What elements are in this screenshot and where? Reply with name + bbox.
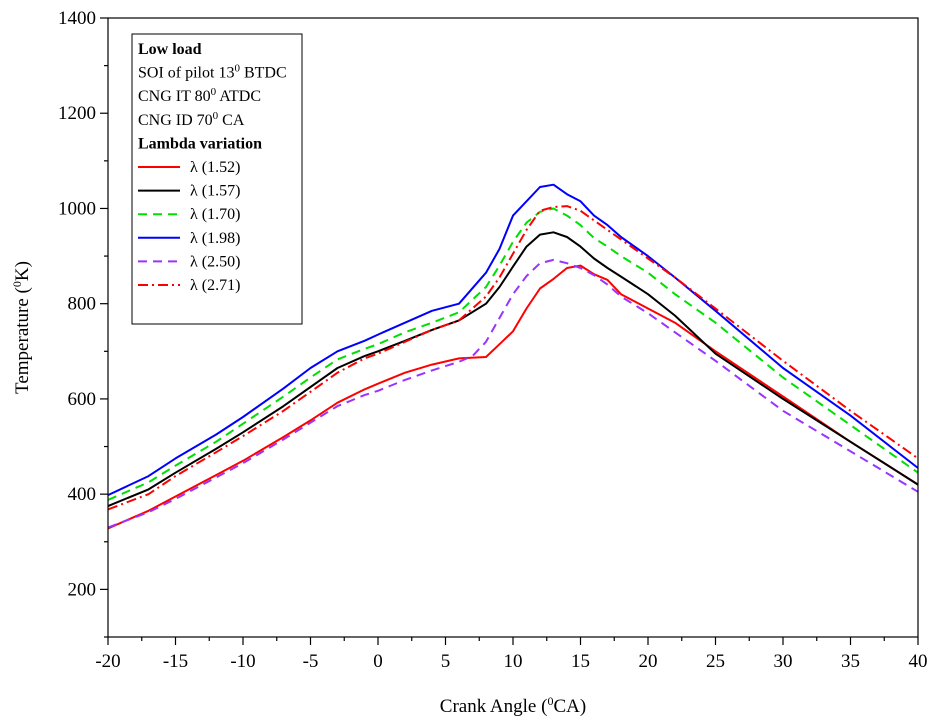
legend-entry-label: λ (1.52) (190, 159, 240, 176)
legend-info-line: CNG IT 800 ATDC (138, 86, 261, 105)
legend-entry-label: λ (1.98) (190, 230, 240, 247)
y-tick-label: 1000 (58, 198, 96, 219)
y-tick-label: 200 (68, 579, 97, 600)
x-tick-label: 15 (571, 651, 590, 672)
legend-entry-label: λ (1.70) (190, 206, 240, 223)
x-tick-label: 35 (841, 651, 860, 672)
x-axis-label: Crank Angle (0CA) (440, 694, 586, 717)
x-tick-label: -20 (95, 651, 120, 672)
y-tick-label: 600 (68, 389, 97, 410)
y-tick-label: 1400 (58, 8, 96, 29)
x-tick-label: 20 (639, 651, 658, 672)
legend-entry-label: λ (1.57) (190, 183, 240, 200)
series-line-4 (107, 183, 919, 497)
y-axis-label: Temperature (0K) (10, 261, 33, 394)
series-line-3 (107, 207, 919, 501)
series-layer (107, 183, 919, 530)
x-tick-label: -5 (303, 651, 319, 672)
legend-info: Low load SOI of pilot 130 BTDC CNG IT 800 … (138, 41, 287, 152)
x-tick-label: -15 (163, 651, 188, 672)
axis-layer: -20 -15 -10 -5 0 5 10 15 20 25 30 35 40 200 400 600 800 1… (58, 8, 928, 672)
series-line-6 (107, 205, 919, 511)
y-tick-label: 1200 (58, 103, 96, 124)
x-tick-label: -10 (230, 651, 255, 672)
x-tick-label: 25 (706, 651, 725, 672)
legend-entry-label: λ (2.71) (190, 277, 240, 294)
legend-entries: λ (1.52) λ (1.57) λ (1.70) λ (1.98) λ (2.50)… (138, 159, 240, 294)
x-tick-label: 40 (909, 651, 928, 672)
legend-info-line: Low load (138, 41, 202, 58)
y-tick-label: 800 (68, 294, 97, 315)
legend-entry-label: λ (2.50) (190, 253, 240, 270)
legend-box (131, 33, 303, 325)
legend-info-line: CNG ID 700 CA (138, 110, 245, 129)
legend-info-line: SOI of pilot 130 BTDC (138, 63, 287, 82)
x-tick-label: 0 (373, 651, 383, 672)
series-line-1 (107, 264, 919, 530)
x-tick-label: 10 (504, 651, 523, 672)
series-line-2 (107, 231, 919, 508)
legend-info-line: Lambda variation (138, 135, 262, 152)
y-tick-label: 400 (68, 484, 97, 505)
legend: Low load SOI of pilot 130 BTDC CNG IT 800 … (131, 33, 303, 325)
x-tick-label: 30 (774, 651, 793, 672)
x-tick-label: 5 (441, 651, 451, 672)
series-line-5 (107, 258, 919, 529)
